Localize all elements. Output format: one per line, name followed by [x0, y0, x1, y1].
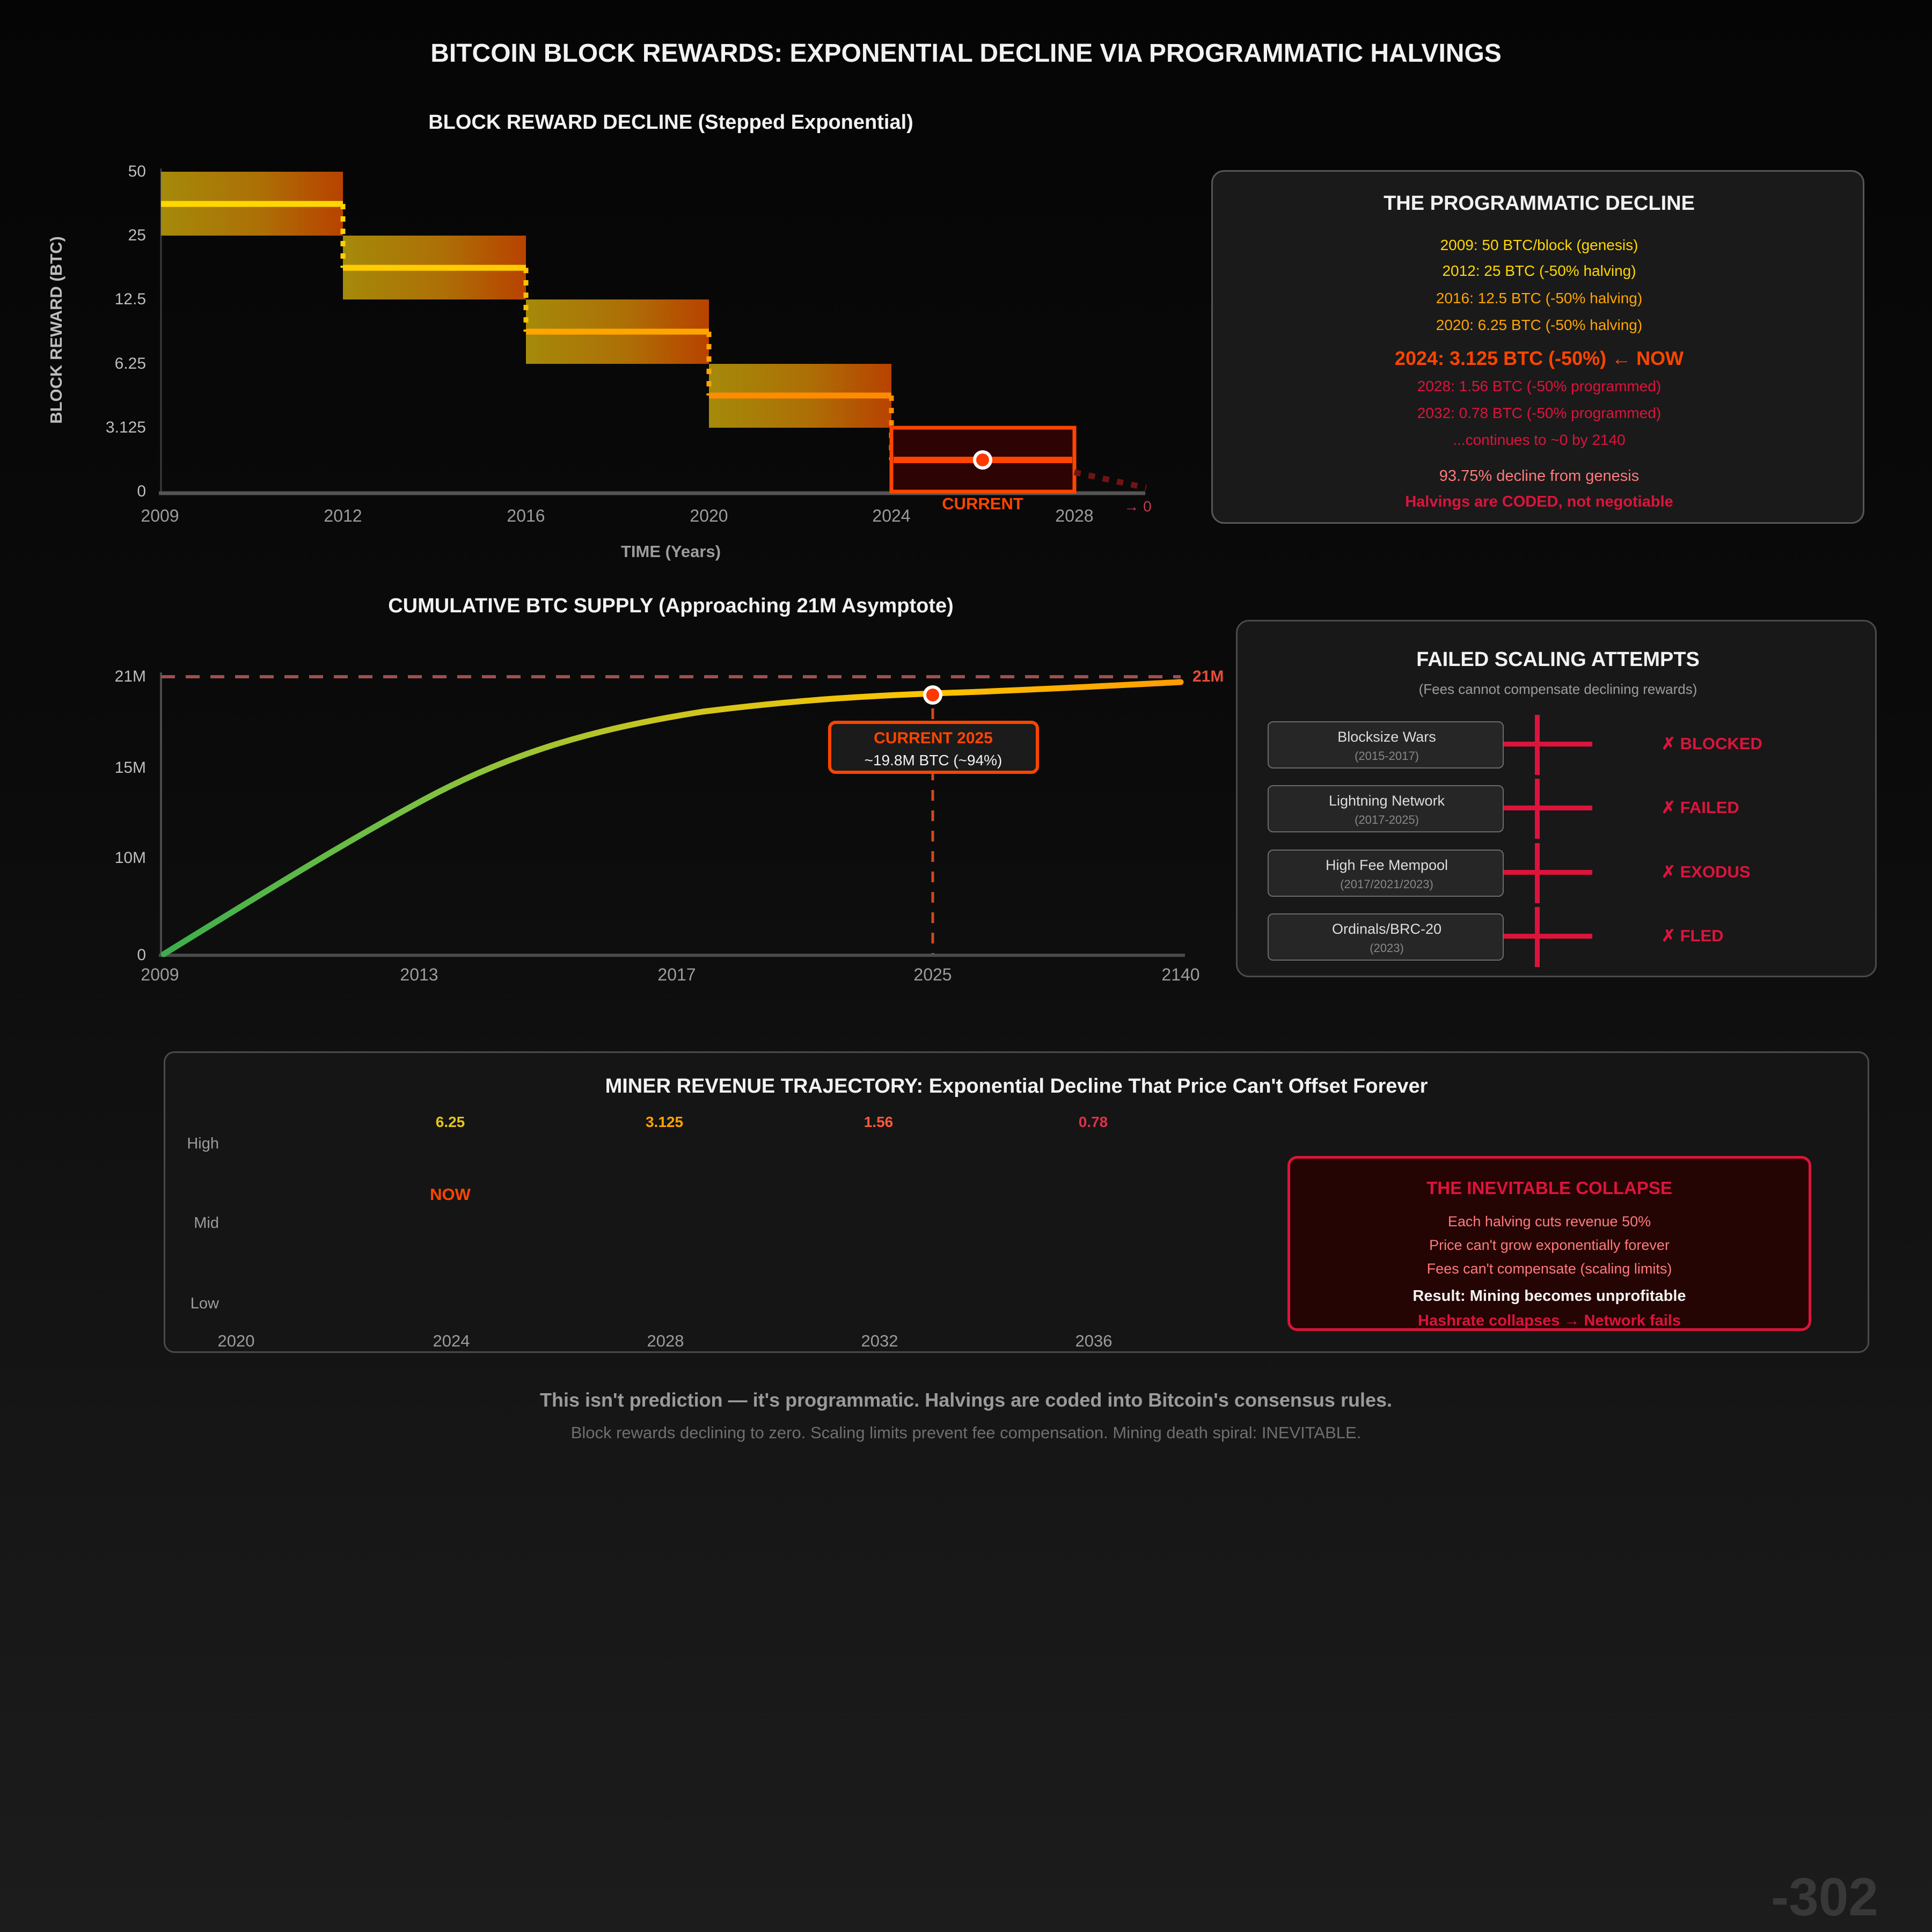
collapse-warning: Hashrate collapses → Network fails: [1418, 1312, 1681, 1329]
revenue-xtick-2020: 2020: [217, 1331, 255, 1350]
supply-ytick-15m: 15M: [114, 759, 146, 777]
reward-tail-to-zero: [1073, 469, 1147, 491]
supply-current-callout: CURRENT 2025 ~19.8M BTC (~94%): [828, 721, 1039, 774]
decline-row-2009: 2009: 50 BTC/block (genesis): [1440, 237, 1638, 253]
revenue-ytick-mid: Mid: [194, 1214, 219, 1232]
failed-scaling-panel: FAILED SCALING ATTEMPTS (Fees cannot com…: [1236, 620, 1877, 977]
revenue-xtick-2032: 2032: [861, 1331, 898, 1350]
attempt-status-failed: ✗ FAILED: [1662, 798, 1739, 817]
decline-row-2032: 2032: 0.78 BTC (-50% programmed): [1417, 405, 1662, 421]
supply-current-marker: [923, 685, 942, 705]
decline-row-2016: 2016: 12.5 BTC (-50% halving): [1436, 290, 1643, 306]
page-number: -302: [1770, 1867, 1878, 1927]
attempt-years: (2017/2021/2023): [1340, 877, 1433, 891]
attempt-name: Lightning Network: [1328, 793, 1445, 809]
reward-xtick-2016: 2016: [507, 506, 545, 525]
halving-label-0.78: 0.78: [1078, 1114, 1108, 1130]
decline-row-2028: 2028: 1.56 BTC (-50% programmed): [1417, 378, 1662, 394]
reward-xtick-2024: 2024: [872, 506, 911, 525]
reward-chart-xlabel: TIME (Years): [620, 542, 721, 561]
revenue-xtick-2024: 2024: [433, 1331, 470, 1350]
decline-row-2024-now: 2024: 3.125 BTC (-50%) ← NOW: [1394, 347, 1684, 369]
supply-chart-title: CUMULATIVE BTC SUPPLY (Approaching 21M A…: [388, 595, 954, 617]
reward-xtick-2009: 2009: [141, 506, 179, 525]
attempt-status-fled: ✗ FLED: [1662, 926, 1724, 945]
supply-curve: [160, 679, 1184, 957]
reward-ytick-6.25: 6.25: [114, 355, 146, 372]
attempt-box-lightning-network: Lightning Network (2017-2025): [1268, 785, 1504, 832]
collapse-title: THE INEVITABLE COLLAPSE: [1426, 1178, 1672, 1198]
decline-panel-title: THE PROGRAMMATIC DECLINE: [1384, 192, 1695, 215]
attempt-name: Ordinals/BRC-20: [1331, 921, 1442, 937]
reward-ytick-25: 25: [128, 226, 146, 244]
revenue-xtick-2036: 2036: [1075, 1331, 1113, 1350]
revenue-ytick-high: High: [187, 1135, 219, 1152]
attempt-name: High Fee Mempool: [1325, 857, 1448, 873]
blocked-cross-icon: [1504, 742, 1592, 747]
supply-callout-title: CURRENT 2025: [874, 729, 993, 747]
collapse-line-2: Price can't grow exponentially forever: [1429, 1237, 1670, 1253]
attempt-years: (2015-2017): [1355, 749, 1419, 763]
attempt-box-blocksize-wars: Blocksize Wars (2015-2017): [1268, 721, 1504, 769]
attempt-name: Blocksize Wars: [1337, 729, 1436, 745]
reward-ytick-50: 50: [128, 163, 146, 180]
collapse-result: Result: Mining becomes unprofitable: [1413, 1287, 1686, 1305]
now-label: NOW: [430, 1185, 471, 1204]
attempt-years: (2023): [1370, 941, 1404, 955]
collapse-line-3: Fees can't compensate (scaling limits): [1426, 1261, 1672, 1277]
halving-label-6.25: 6.25: [435, 1114, 465, 1130]
supply-callout-value: ~19.8M BTC (~94%): [864, 752, 1002, 769]
decline-warning: Halvings are CODED, not negotiable: [1405, 493, 1673, 510]
supply-xtick-2009: 2009: [141, 965, 179, 984]
scaling-panel-title: FAILED SCALING ATTEMPTS: [1416, 648, 1700, 671]
attempt-status-blocked: ✗ BLOCKED: [1662, 734, 1762, 753]
decline-row-2012: 2012: 25 BTC (-50% halving): [1442, 262, 1636, 279]
decline-row-2020: 2020: 6.25 BTC (-50% halving): [1436, 317, 1643, 333]
revenue-xtick-2028: 2028: [647, 1331, 684, 1350]
to-zero-label: → 0: [1124, 498, 1152, 515]
decline-row-continues: ...continues to ~0 by 2140: [1453, 431, 1626, 448]
supply-xtick-2140: 2140: [1161, 965, 1200, 984]
supply-ytick-0: 0: [137, 946, 146, 964]
failed-cross-icon: [1504, 806, 1592, 810]
reward-ytick-12.5: 12.5: [114, 290, 146, 308]
reward-chart-plot: [159, 169, 1147, 495]
halving-label-3.125: 3.125: [645, 1114, 684, 1130]
supply-xtick-2025: 2025: [913, 965, 952, 984]
page-title: BITCOIN BLOCK REWARDS: EXPONENTIAL DECLI…: [430, 39, 1502, 68]
attempt-box-ordinals-brc20: Ordinals/BRC-20 (2023): [1268, 913, 1504, 961]
supply-ytick-10m: 10M: [114, 849, 146, 867]
scaling-panel-subtitle: (Fees cannot compensate declining reward…: [1418, 681, 1697, 697]
footer-subline: Block rewards declining to zero. Scaling…: [570, 1423, 1362, 1442]
supply-chart-plot: [159, 672, 1185, 957]
reward-xtick-2012: 2012: [324, 506, 362, 525]
reward-chart-title: BLOCK REWARD DECLINE (Stepped Exponentia…: [428, 111, 913, 134]
reward-xtick-2020: 2020: [690, 506, 728, 525]
attempt-years: (2017-2025): [1355, 813, 1419, 826]
reward-xtick-2028: 2028: [1055, 506, 1094, 525]
current-label: CURRENT: [942, 494, 1023, 513]
halving-label-1.56: 1.56: [863, 1114, 894, 1130]
reward-ytick-3.125: 3.125: [105, 419, 146, 436]
programmatic-decline-panel: THE PROGRAMMATIC DECLINE 2009: 50 BTC/bl…: [1211, 170, 1864, 524]
reward-chart-ylabel: BLOCK REWARD (BTC): [47, 236, 66, 424]
fled-cross-icon: [1504, 934, 1592, 939]
current-reward-marker: [973, 450, 992, 470]
revenue-chart-title: MINER REVENUE TRAJECTORY: Exponential De…: [605, 1075, 1428, 1097]
asymptote-21m-label: 21M: [1192, 668, 1224, 685]
inevitable-collapse-panel: THE INEVITABLE COLLAPSE Each halving cut…: [1287, 1156, 1811, 1331]
decline-summary: 93.75% decline from genesis: [1439, 467, 1640, 485]
exodus-cross-icon: [1504, 870, 1592, 875]
attempt-status-exodus: ✗ EXODUS: [1662, 862, 1751, 881]
supply-xtick-2013: 2013: [400, 965, 438, 984]
supply-ytick-21m: 21M: [114, 668, 146, 685]
footer-headline: This isn't prediction — it's programmati…: [539, 1389, 1393, 1411]
supply-xtick-2017: 2017: [657, 965, 696, 984]
attempt-box-high-fee-mempool: High Fee Mempool (2017/2021/2023): [1268, 850, 1504, 897]
reward-ytick-0: 0: [137, 482, 146, 500]
revenue-ytick-low: Low: [190, 1295, 219, 1312]
collapse-line-1: Each halving cuts revenue 50%: [1447, 1213, 1651, 1230]
